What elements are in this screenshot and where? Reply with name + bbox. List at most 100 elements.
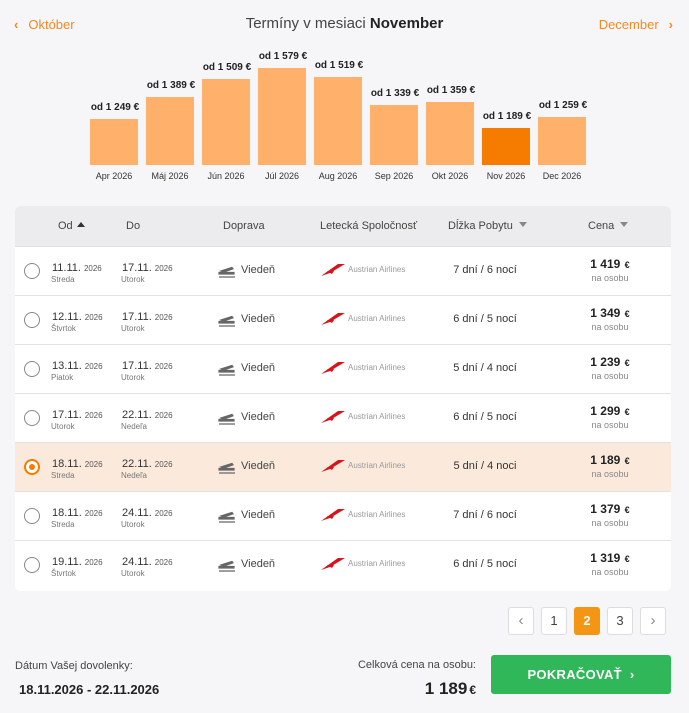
sort-ascending-icon <box>76 222 85 227</box>
from-year: 2026 <box>84 460 103 469</box>
row-price: 1 349 € <box>570 306 650 320</box>
next-month-link[interactable]: December › <box>599 17 673 32</box>
chart-bar-price-label: od 1 339 € <box>370 88 420 99</box>
table-header: Od Do Doprava Letecká Spoločnosť Dĺžka P… <box>15 206 671 246</box>
price-per-person: na osobu <box>591 371 629 381</box>
page-button-active[interactable]: 2 <box>574 607 600 635</box>
chart-bar-column[interactable]: od 1 389 € Máj 2026 <box>146 50 196 185</box>
page-button[interactable]: 1 <box>541 607 567 635</box>
row-radio[interactable] <box>24 410 40 426</box>
chart-bar[interactable] <box>146 97 194 165</box>
to-date: 24.11. 2026 <box>122 507 173 519</box>
table-row[interactable]: 13.11. 2026 Piatok 17.11. 2026 Utorok Viedeň Au… <box>15 344 671 393</box>
airline-name: Austrian Airlines <box>348 363 406 372</box>
chart-bar-column[interactable]: od 1 189 € Nov 2026 <box>482 50 532 185</box>
chevron-left-icon: ‹ <box>518 612 524 629</box>
from-date-value: 13.11. <box>52 360 82 372</box>
row-radio[interactable] <box>24 557 40 573</box>
chart-bar[interactable] <box>202 79 250 165</box>
pagination-next-button[interactable]: › <box>640 607 666 635</box>
table-row[interactable]: 17.11. 2026 Utorok 22.11. 2026 Nedeľa Viedeň Au… <box>15 393 671 442</box>
table-row[interactable]: 18.11. 2026 Streda 24.11. 2026 Utorok Viedeň Au… <box>15 491 671 540</box>
to-date: 22.11. 2026 <box>122 409 173 421</box>
chart-bar[interactable] <box>90 119 138 165</box>
row-radio[interactable] <box>24 312 40 328</box>
chart-bar[interactable] <box>314 77 362 165</box>
from-year: 2026 <box>83 264 102 273</box>
total-price-currency: € <box>469 683 476 697</box>
to-date-value: 17.11. <box>122 262 152 274</box>
previous-month-link[interactable]: ‹ Október <box>14 17 75 32</box>
chart-bar-column[interactable]: od 1 339 € Sep 2026 <box>370 50 420 185</box>
plane-departure-icon <box>218 264 236 283</box>
to-date-value: 17.11. <box>122 311 152 323</box>
chart-bar-column[interactable]: od 1 359 € Okt 2026 <box>426 50 476 185</box>
chart-bar[interactable] <box>426 102 474 165</box>
chart-bar-column[interactable]: od 1 519 € Aug 2026 <box>314 50 364 185</box>
continue-button-label: POKRAČOVAŤ <box>527 667 622 682</box>
table-row[interactable]: 12.11. 2026 Štvrtok 17.11. 2026 Utorok Viedeň A… <box>15 295 671 344</box>
chart-bar[interactable] <box>538 117 586 165</box>
table-row[interactable]: 18.11. 2026 Streda 22.11. 2026 Nedeľa Viedeň Au… <box>15 442 671 491</box>
from-date: 19.11. 2026 <box>52 556 103 568</box>
table-row[interactable]: 11.11. 2026 Streda 17.11. 2026 Utorok Viedeň Au… <box>15 246 671 295</box>
chart-bar-column[interactable]: od 1 259 € Dec 2026 <box>538 50 588 185</box>
chart-bar[interactable] <box>370 105 418 165</box>
header-to[interactable]: Do <box>126 220 141 232</box>
to-date: 24.11. 2026 <box>122 556 173 568</box>
pagination-prev-button[interactable]: ‹ <box>508 607 534 635</box>
austrian-airlines-logo-icon <box>320 361 346 380</box>
from-weekday: Streda <box>51 275 75 284</box>
from-date-value: 19.11. <box>52 556 82 568</box>
row-radio[interactable] <box>24 508 40 524</box>
to-date: 17.11. 2026 <box>122 262 173 274</box>
chevron-right-icon: › <box>650 612 656 629</box>
header-from[interactable]: Od <box>58 220 85 232</box>
chart-bar-column[interactable]: od 1 509 € Jún 2026 <box>202 50 252 185</box>
austrian-airlines-logo-icon <box>320 508 346 527</box>
airline-name: Austrian Airlines <box>348 412 406 421</box>
row-price-value: 1 299 <box>590 404 621 418</box>
austrian-airlines-logo-icon <box>320 410 346 429</box>
from-year: 2026 <box>84 509 103 518</box>
row-price: 1 379 € <box>570 502 650 516</box>
chart-bar-column[interactable]: od 1 249 € Apr 2026 <box>90 50 140 185</box>
header-stay[interactable]: Dĺžka Pobytu <box>448 220 527 232</box>
chart-bar-month-label: Nov 2026 <box>486 171 526 181</box>
departure-city: Viedeň <box>241 264 276 276</box>
to-weekday: Utorok <box>121 373 145 382</box>
from-weekday: Streda <box>51 520 75 529</box>
chart-bar-column[interactable]: od 1 579 € Júl 2026 <box>258 50 308 185</box>
row-radio[interactable] <box>24 361 40 377</box>
chart-bar[interactable] <box>482 128 530 165</box>
to-year: 2026 <box>154 411 173 420</box>
row-price-currency: € <box>624 456 630 466</box>
vacation-dates-label: Dátum Vašej dovolenky: <box>15 660 133 672</box>
austrian-airlines-logo-icon <box>320 459 346 478</box>
chart-bar-price-label: od 1 249 € <box>90 102 140 113</box>
row-radio[interactable] <box>24 263 40 279</box>
plane-departure-icon <box>218 460 236 479</box>
row-price: 1 299 € <box>570 404 650 418</box>
to-year: 2026 <box>154 264 173 273</box>
stay-length: 6 dní / 5 nocí <box>453 558 517 570</box>
continue-button[interactable]: POKRAČOVAŤ › <box>491 655 671 694</box>
chart-bar[interactable] <box>258 68 306 165</box>
page-button[interactable]: 3 <box>607 607 633 635</box>
table-row[interactable]: 19.11. 2026 Štvrtok 24.11. 2026 Utorok Viedeň A… <box>15 540 671 589</box>
to-weekday: Nedeľa <box>121 422 147 431</box>
total-price: 1 189 € <box>300 679 476 699</box>
from-weekday: Streda <box>51 471 75 480</box>
from-date-value: 17.11. <box>52 409 82 421</box>
month-navigation: ‹ Október Termíny v mesiaci November Dece… <box>0 14 689 36</box>
total-price-value: 1 189 <box>424 679 468 698</box>
row-radio[interactable] <box>24 459 40 475</box>
header-price[interactable]: Cena <box>588 220 629 232</box>
row-price-value: 1 189 <box>590 453 621 467</box>
departure-city: Viedeň <box>241 362 276 374</box>
month-title-month: November <box>369 15 444 32</box>
chart-bar-price-label: od 1 579 € <box>258 51 308 62</box>
from-date-value: 18.11. <box>52 507 82 519</box>
from-date: 11.11. 2026 <box>52 262 102 274</box>
from-date-value: 12.11. <box>52 311 82 323</box>
